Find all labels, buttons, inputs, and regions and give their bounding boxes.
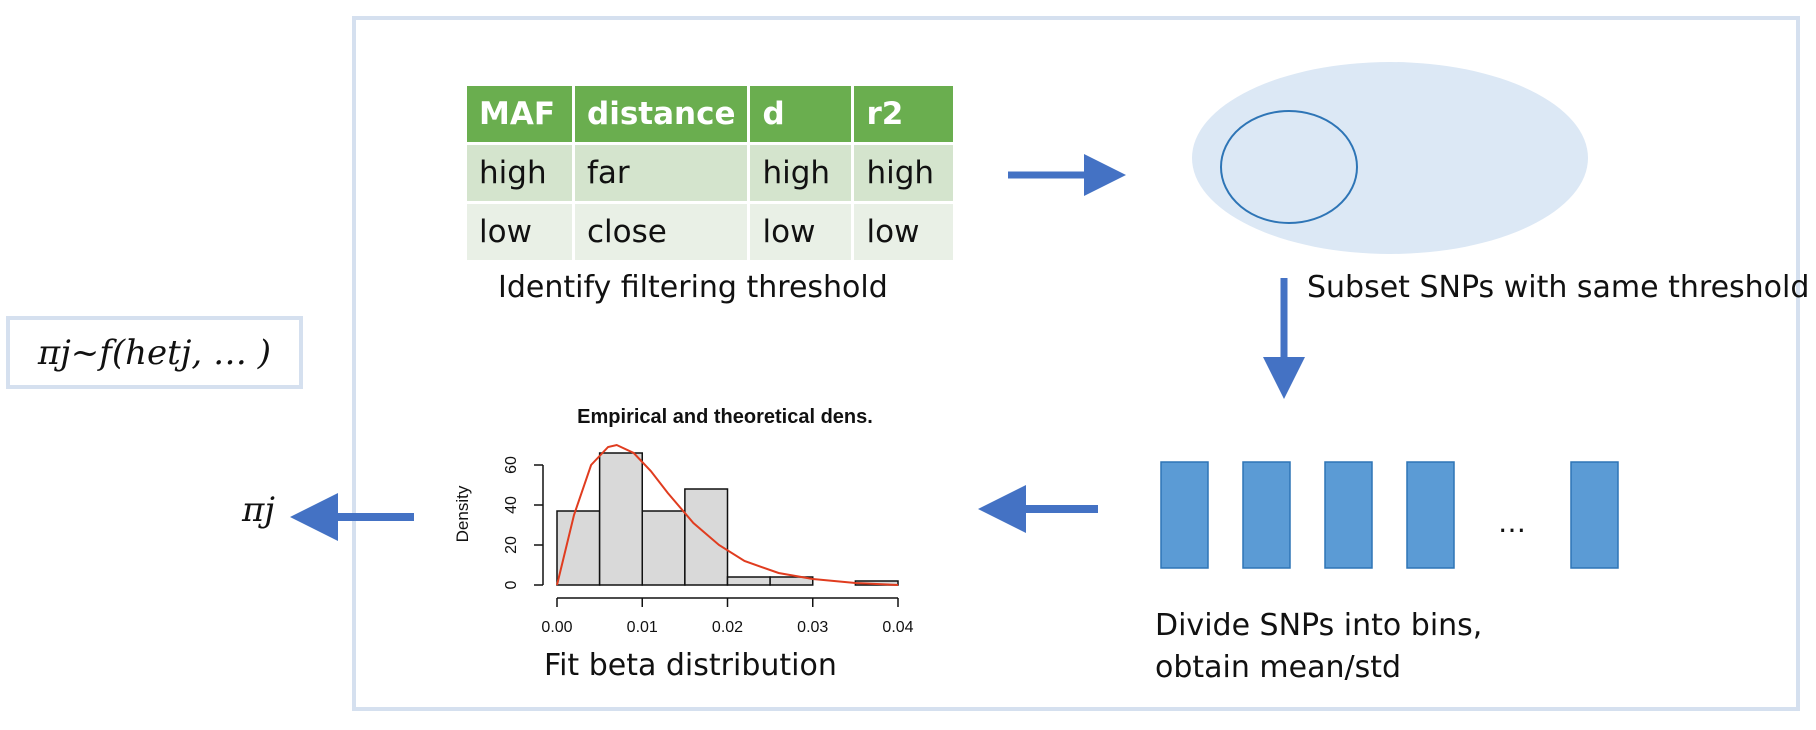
caption-identify-threshold: Identify filtering threshold xyxy=(498,270,888,305)
density-chart: Empirical and theoretical dens. Density … xyxy=(453,406,914,636)
workflow-frame xyxy=(352,16,1800,711)
header-maf: MAF xyxy=(464,83,575,145)
header-r2: r2 xyxy=(851,83,957,145)
bin-rect xyxy=(1242,461,1291,569)
x-tick-label: 0.00 xyxy=(541,619,572,636)
snp-subset-ellipse xyxy=(1220,110,1358,224)
snp-set-ellipse xyxy=(1192,62,1588,254)
chart-title: Empirical and theoretical dens. xyxy=(577,406,873,428)
x-tick-label: 0.01 xyxy=(627,619,658,636)
table-cell: far xyxy=(571,142,751,204)
y-tick-label: 60 xyxy=(503,456,520,474)
caption-divide-line1: Divide SNPs into bins, xyxy=(1155,608,1483,643)
table-cell: high xyxy=(747,142,855,204)
table-cell: close xyxy=(571,201,751,263)
formula-box: πj~f(hetj, … ) xyxy=(6,316,303,389)
histogram-bar xyxy=(684,488,729,586)
table-header-row: MAF distance d r2 xyxy=(464,83,957,145)
header-d: d xyxy=(747,83,855,145)
threshold-table: MAF distance d r2 high far high high low… xyxy=(464,83,957,263)
beta-density-curve xyxy=(556,443,899,586)
y-tick-label: 40 xyxy=(503,496,520,514)
chart-ylabel: Density xyxy=(453,485,472,542)
pi-output-label: πj xyxy=(242,490,275,530)
table-cell: low xyxy=(747,201,855,263)
bin-rect xyxy=(1406,461,1455,569)
histogram-bar xyxy=(556,510,601,586)
table-cell: high xyxy=(464,142,575,204)
x-tick-label: 0.03 xyxy=(797,619,828,636)
bin-rect xyxy=(1324,461,1373,569)
histogram-bar xyxy=(641,510,686,586)
header-distance: distance xyxy=(571,83,751,145)
table-row: low close low low xyxy=(464,201,957,263)
histogram-bar xyxy=(769,576,814,586)
x-tick-label: 0.04 xyxy=(882,619,913,636)
caption-fit-beta: Fit beta distribution xyxy=(544,648,837,683)
table-cell: high xyxy=(851,142,957,204)
table-cell: low xyxy=(851,201,957,263)
caption-subset-snps: Subset SNPs with same threshold xyxy=(1307,270,1810,305)
x-tick-label: 0.02 xyxy=(712,619,743,636)
caption-divide-line2: obtain mean/std xyxy=(1155,650,1402,685)
y-tick-label: 20 xyxy=(503,536,520,554)
y-tick-label: 0 xyxy=(503,580,520,589)
histogram-bar xyxy=(598,452,643,586)
table-row: high far high high xyxy=(464,142,957,204)
bin-rect xyxy=(1160,461,1209,569)
formula-text: πj~f(hetj, … ) xyxy=(37,332,272,373)
histogram-bar xyxy=(726,576,771,586)
table-cell: low xyxy=(464,201,575,263)
bins-ellipsis: … xyxy=(1498,506,1526,539)
bin-rect xyxy=(1570,461,1619,569)
